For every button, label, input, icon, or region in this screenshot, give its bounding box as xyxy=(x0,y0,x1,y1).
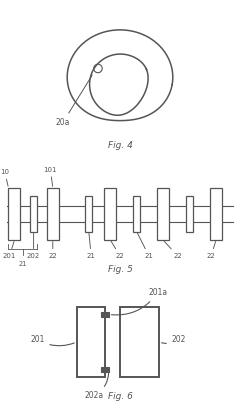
Bar xyxy=(210,187,222,240)
Text: 101: 101 xyxy=(44,167,57,186)
Text: 21: 21 xyxy=(138,233,153,259)
Text: 201a: 201a xyxy=(111,288,167,315)
Bar xyxy=(47,187,59,240)
Bar xyxy=(101,312,109,316)
Text: Fig. 6: Fig. 6 xyxy=(108,392,132,401)
Bar xyxy=(8,187,20,240)
Bar xyxy=(101,368,109,372)
Text: 201: 201 xyxy=(30,335,74,346)
Text: 202: 202 xyxy=(27,233,40,259)
Text: 22: 22 xyxy=(164,241,182,259)
Text: 21: 21 xyxy=(19,260,27,267)
Text: 10: 10 xyxy=(0,169,9,186)
Text: 201: 201 xyxy=(3,241,16,259)
Text: 22: 22 xyxy=(111,241,124,259)
Bar xyxy=(85,196,92,232)
Text: 20a: 20a xyxy=(55,75,92,127)
Text: 22: 22 xyxy=(48,241,57,259)
Bar xyxy=(77,307,105,377)
Bar xyxy=(157,187,169,240)
Text: Fig. 5: Fig. 5 xyxy=(108,265,132,274)
Text: 21: 21 xyxy=(87,233,96,259)
Text: 202: 202 xyxy=(162,335,186,344)
Text: Fig. 4: Fig. 4 xyxy=(108,141,132,150)
Bar xyxy=(104,187,116,240)
Text: 22: 22 xyxy=(207,241,216,259)
Bar xyxy=(30,196,37,232)
Bar xyxy=(186,196,193,232)
Bar xyxy=(133,196,140,232)
Bar xyxy=(120,307,159,377)
Text: 202a: 202a xyxy=(84,372,109,400)
